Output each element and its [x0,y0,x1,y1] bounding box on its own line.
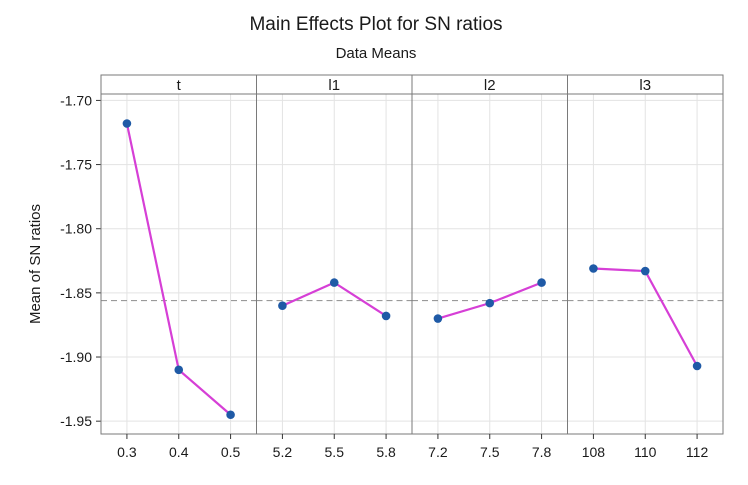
data-point [278,301,287,310]
x-tick-label: 5.8 [376,444,396,460]
x-tick-label: 7.8 [532,444,552,460]
y-tick-label: -1.75 [60,157,92,173]
data-point [381,311,391,321]
data-point [640,266,650,276]
x-tick-label: 108 [582,444,606,460]
chart-subtitle: Data Means [336,45,417,62]
data-point [174,365,184,375]
data-point [226,410,235,420]
x-tick-label: 110 [634,444,657,460]
panel-t: t 0.3 0.4 0.5 [100,74,257,460]
x-tick-label: 7.2 [428,444,448,460]
data-point [433,314,443,323]
panel-label: l2 [484,77,496,94]
x-tick-label: 0.3 [117,444,137,460]
y-tick-label: -1.80 [60,221,92,237]
x-tick-label: 0.4 [169,444,189,460]
x-tick-label: 7.5 [480,444,500,460]
x-tick-label: 0.5 [221,444,241,460]
y-axis-label: Mean of SN ratios [27,204,44,324]
x-tick-label: 5.5 [325,444,345,460]
data-point [122,119,132,128]
panel-label: t [177,77,182,94]
panel-l3: l3 108 110 112 [567,74,724,460]
x-tick-label: 112 [686,444,709,460]
data-point [329,278,339,287]
panel-label: l1 [328,77,340,94]
data-point [589,264,598,273]
panel-label: l3 [639,77,651,94]
y-tick-label: -1.85 [60,285,92,301]
panel-l1: l1 5.2 5.5 5.8 [256,74,413,460]
y-tick-label: -1.95 [60,413,92,429]
data-point [692,361,702,371]
data-point [537,278,546,287]
y-tick-label: -1.70 [60,92,92,108]
data-point [485,298,495,308]
plot-area: -1.70 -1.75 -1.80 -1.85 -1.90 -1.95 t 0.3 0.4 0.5… [60,74,724,460]
chart-title: Main Effects Plot for SN ratios [249,14,502,35]
y-tick-label: -1.90 [60,349,92,365]
x-tick-label: 5.2 [273,444,293,460]
panel-l2: l2 7.2 7.5 7.8 [411,74,568,460]
